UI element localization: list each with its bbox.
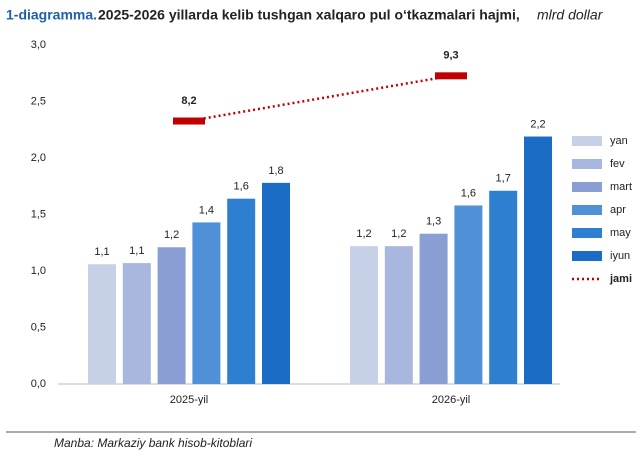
legend-swatch <box>572 136 602 146</box>
value-label: 1,3 <box>426 216 441 228</box>
bar <box>157 247 186 384</box>
legend-swatch <box>572 251 602 261</box>
value-label: 1,6 <box>234 181 249 193</box>
legend-swatch <box>572 205 602 215</box>
value-label: 1,1 <box>94 246 109 258</box>
value-label: 1,1 <box>129 245 144 257</box>
source: Manba: Markaziy bank hisob-kitoblari <box>54 436 252 450</box>
value-label: 9,3 <box>443 50 458 62</box>
bar <box>227 198 256 384</box>
legend-label: jami <box>609 273 632 285</box>
legend-label: iyun <box>610 250 630 262</box>
legend-label: fev <box>610 158 625 170</box>
legend-label: apr <box>610 204 626 216</box>
y-tick-label: 2,0 <box>31 152 46 164</box>
bar <box>88 264 116 384</box>
value-label: 1,2 <box>164 229 179 241</box>
bar <box>350 246 378 384</box>
jami-marker <box>173 117 205 125</box>
title-prefix: 1-diagramma. <box>6 7 97 23</box>
y-tick-label: 0,0 <box>31 378 46 390</box>
legend-label: yan <box>610 135 628 147</box>
value-label: 1,2 <box>356 228 371 240</box>
value-label: 1,6 <box>461 187 476 199</box>
value-label: 1,8 <box>268 165 283 177</box>
value-label: 1,2 <box>391 228 406 240</box>
title-unit: mlrd dollar <box>537 7 604 23</box>
y-tick-label: 1,5 <box>31 208 46 220</box>
jami-line <box>188 74 452 123</box>
y-tick-label: 2,5 <box>31 95 46 107</box>
bar <box>384 246 413 384</box>
value-label: 2,2 <box>530 118 545 130</box>
bar <box>524 136 552 384</box>
y-tick-label: 1,0 <box>31 265 46 277</box>
bar <box>454 205 483 384</box>
legend-swatch <box>572 159 602 169</box>
x-tick-label: 2025-yil <box>170 394 209 406</box>
x-tick-label: 2026-yil <box>432 394 471 406</box>
chart-title: 2025-2026 yillarda kelib tushgan xalqaro… <box>98 7 520 23</box>
jami-marker <box>435 72 467 80</box>
bar <box>122 263 151 384</box>
legend-swatch <box>572 228 602 238</box>
value-label: 8,2 <box>181 95 196 107</box>
legend-swatch <box>572 182 602 192</box>
y-tick-label: 0,5 <box>31 321 46 333</box>
legend-label: may <box>610 227 631 239</box>
bar <box>192 222 221 384</box>
value-label: 1,7 <box>496 173 511 185</box>
bar <box>489 190 518 384</box>
bar <box>262 182 290 384</box>
y-tick-label: 3,0 <box>31 39 46 51</box>
bar <box>419 233 448 384</box>
value-label: 1,4 <box>199 204 214 216</box>
legend-label: mart <box>610 181 632 193</box>
